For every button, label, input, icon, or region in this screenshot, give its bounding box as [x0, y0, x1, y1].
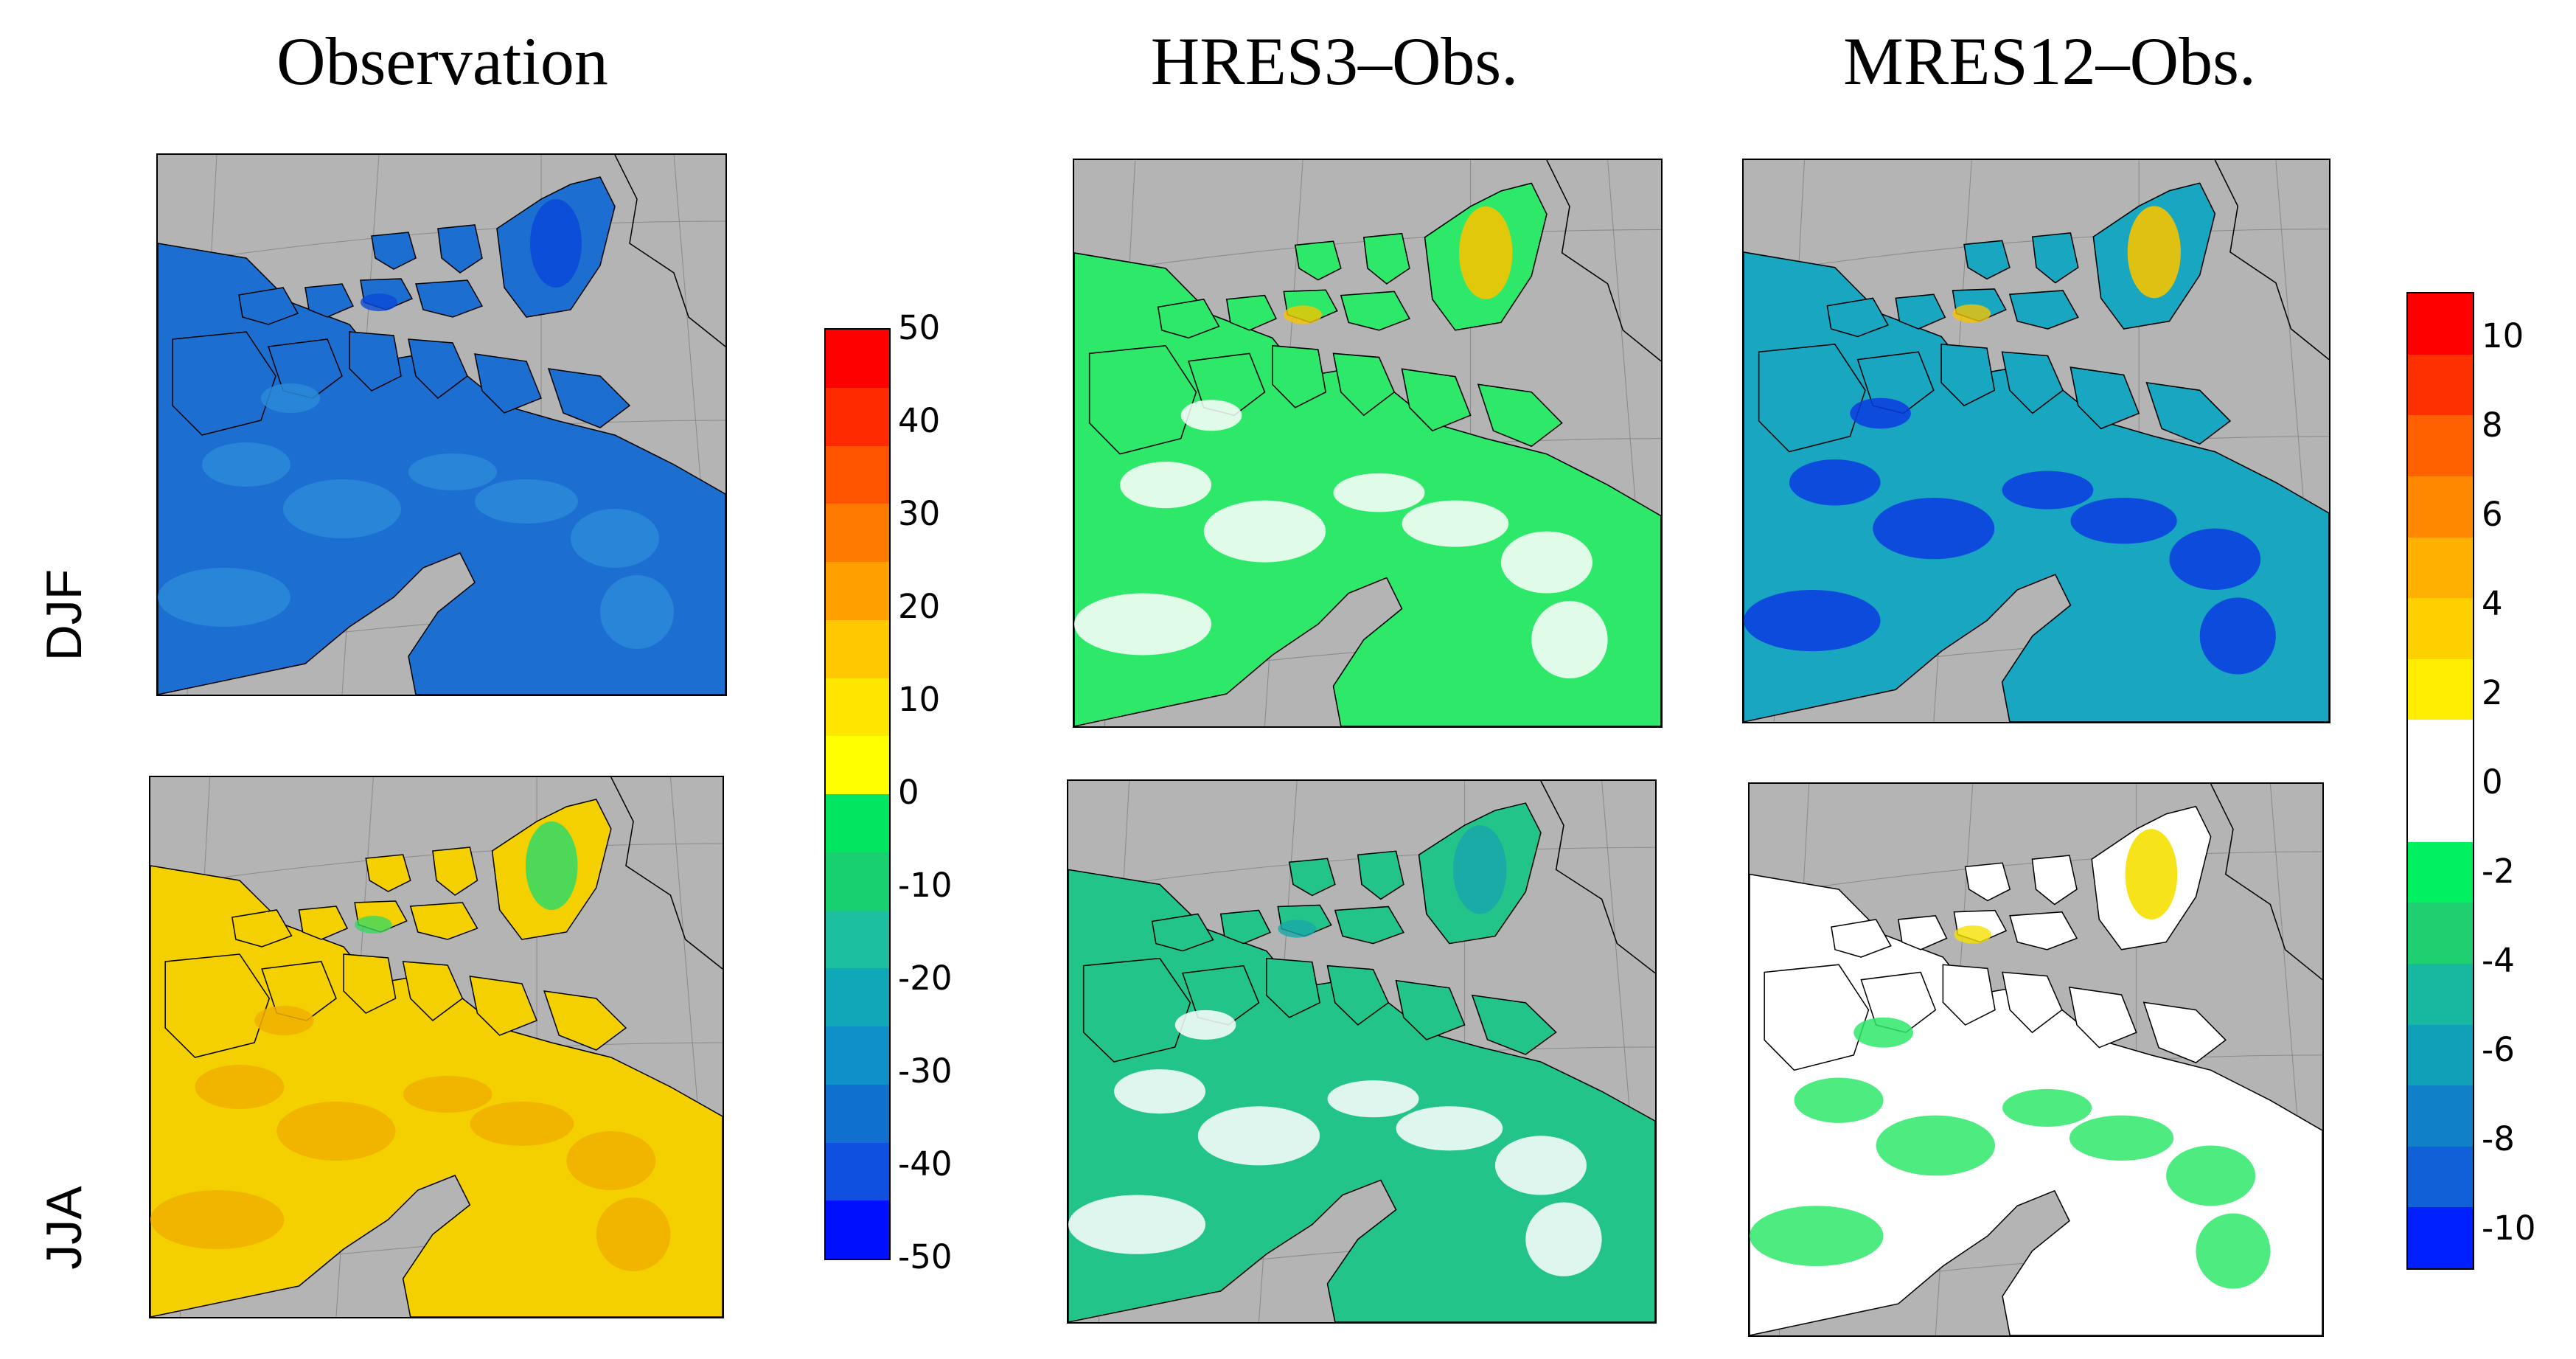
panel-hres3-djf	[1073, 159, 1663, 728]
colorbar-segment	[826, 736, 889, 796]
colorbar-segment	[826, 678, 889, 738]
colorbar-tick-label: 20	[898, 587, 941, 626]
colorbar-tick-label: 6	[2482, 495, 2503, 534]
colorbar-segment	[826, 1026, 889, 1087]
colorbar-tick-label: 10	[2482, 316, 2524, 355]
colorbar-tick-label: 40	[898, 401, 941, 440]
colorbar-segment	[2408, 537, 2473, 600]
colorbar-segment	[2408, 963, 2473, 1027]
colorbar-tick-label: -2	[2482, 852, 2515, 891]
colorbar-segment	[2408, 354, 2473, 417]
colorbar-segment	[826, 619, 889, 681]
colorbar-difference	[2406, 292, 2474, 1270]
colorbar-tick-label: 30	[898, 494, 941, 533]
title-hres3: HRES3–Obs.	[1150, 24, 1519, 99]
colorbar-tick-label: -6	[2482, 1030, 2515, 1069]
colorbar-segment	[2408, 476, 2473, 540]
colorbar-segment	[2408, 1085, 2473, 1149]
colorbar-tick-label: 50	[898, 308, 941, 347]
colorbar-segment	[2408, 1146, 2473, 1210]
colorbar-segment	[826, 794, 889, 855]
colorbar-segment	[826, 387, 889, 448]
colorbar-segment	[826, 504, 889, 564]
colorbar-tick-label: -10	[2482, 1209, 2536, 1248]
colorbar-tick-label: -40	[898, 1144, 953, 1184]
colorbar-segment	[2408, 720, 2473, 783]
colorbar-tick-label: 10	[898, 680, 941, 719]
panel-mres12-djf	[1742, 159, 2330, 723]
colorbar-segment	[826, 330, 889, 390]
colorbar-segment	[826, 1142, 889, 1203]
colorbar-segment	[2408, 293, 2473, 357]
title-mres12: MRES12–Obs.	[1843, 24, 2256, 99]
colorbar-segment	[2408, 658, 2473, 723]
colorbar-tick-label: 2	[2482, 673, 2503, 712]
colorbar-tick-label: -4	[2482, 941, 2515, 980]
colorbar-tick-label: -50	[898, 1237, 953, 1276]
colorbar-segment	[2408, 1024, 2473, 1088]
colorbar-segment	[826, 968, 889, 1029]
row-label-djf: DJF	[36, 569, 92, 661]
panel-mres12-jja	[1748, 782, 2324, 1337]
title-observation: Observation	[276, 24, 608, 99]
colorbar-segment	[826, 1084, 889, 1145]
colorbar-segment	[2408, 841, 2473, 905]
colorbar-segment	[826, 445, 889, 506]
colorbar-tick-label: 4	[2482, 584, 2503, 623]
colorbar-segment	[2408, 598, 2473, 661]
panel-observation-jja	[149, 776, 724, 1318]
colorbar-tick-label: 0	[898, 773, 919, 812]
colorbar-segment	[826, 1200, 889, 1259]
colorbar-tick-label: -10	[898, 866, 953, 905]
colorbar-segment	[826, 910, 889, 970]
row-label-jja: JJA	[36, 1186, 92, 1270]
colorbar-tick-label: 8	[2482, 406, 2503, 445]
colorbar-segment	[826, 562, 889, 622]
colorbar-tick-label: -30	[898, 1052, 953, 1091]
panel-observation-djf	[156, 153, 727, 696]
colorbar-segment	[2408, 781, 2473, 844]
colorbar-tick-label: -20	[898, 959, 953, 998]
colorbar-segment	[2408, 415, 2473, 479]
colorbar-tick-label: 0	[2482, 762, 2503, 802]
colorbar-segment	[2408, 903, 2473, 966]
panel-hres3-jja	[1067, 779, 1657, 1324]
colorbar-tick-label: -8	[2482, 1119, 2515, 1158]
colorbar-observation	[824, 328, 891, 1260]
colorbar-segment	[826, 852, 889, 913]
colorbar-segment	[2408, 1207, 2473, 1268]
